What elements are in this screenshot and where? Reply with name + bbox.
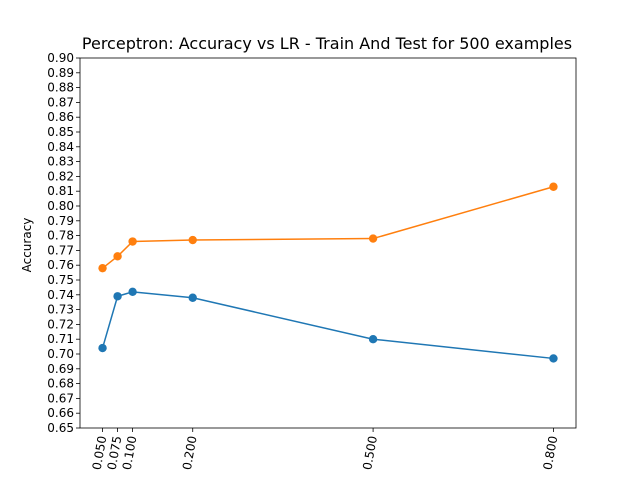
series-1-point: [368, 234, 378, 243]
y-tick-label: 0.78: [47, 229, 74, 243]
x-tick-label: 0.200: [180, 435, 200, 471]
y-tick-label: 0.76: [47, 258, 74, 272]
axes-frame: [79, 57, 577, 429]
y-tick-label: 0.90: [47, 51, 74, 65]
y-tick-label: 0.88: [47, 81, 74, 95]
y-tick-label: 0.71: [47, 332, 74, 346]
x-tick-label: 0.075: [105, 435, 125, 471]
y-tick-label: 0.80: [47, 199, 74, 213]
y-tick-label: 0.87: [47, 95, 74, 109]
y-tick-label: 0.81: [47, 184, 74, 198]
y-tick-label: 0.79: [47, 214, 74, 228]
plot-area: 0.650.660.670.680.690.700.710.720.730.74…: [47, 51, 577, 471]
series-1-point: [128, 237, 137, 246]
x-tick-label: 0.100: [120, 435, 140, 471]
y-tick-label: 0.74: [47, 288, 74, 302]
series-line-0: [101, 291, 554, 360]
series-0-point: [368, 335, 378, 344]
x-tick-label: 0.050: [90, 435, 110, 471]
series-0-point: [188, 293, 197, 302]
x-tick-label: 0.800: [541, 435, 561, 471]
x-tick-label: 0.500: [360, 435, 380, 471]
y-tick-label: 0.85: [47, 125, 74, 139]
y-tick-label: 0.70: [47, 347, 74, 361]
chart-title: Perceptron: Accuracy vs LR - Train And T…: [82, 34, 572, 53]
series-1-point: [113, 252, 122, 261]
y-tick-label: 0.65: [47, 421, 74, 435]
y-tick-label: 0.75: [47, 273, 74, 287]
series-1-point: [549, 182, 558, 191]
y-tick-label: 0.68: [47, 377, 74, 391]
y-tick-label: 0.73: [47, 303, 74, 317]
y-axis-label: Accuracy: [20, 218, 34, 273]
y-tick-label: 0.84: [47, 140, 74, 154]
y-tick-label: 0.89: [47, 66, 74, 80]
series-1-point: [98, 263, 107, 273]
y-tick-label: 0.82: [47, 169, 74, 183]
series-0-point: [128, 287, 137, 297]
series-1-point: [188, 235, 197, 245]
y-tick-label: 0.69: [47, 362, 74, 376]
y-tick-label: 0.66: [47, 406, 74, 420]
series-0-point: [549, 354, 558, 363]
y-tick-label: 0.83: [47, 155, 74, 169]
series-0-point: [98, 343, 107, 353]
series-0-point: [113, 292, 122, 301]
y-tick-label: 0.86: [47, 110, 74, 124]
y-tick-label: 0.72: [47, 317, 74, 331]
y-tick-label: 0.67: [47, 391, 74, 405]
y-tick-label: 0.77: [47, 243, 74, 257]
